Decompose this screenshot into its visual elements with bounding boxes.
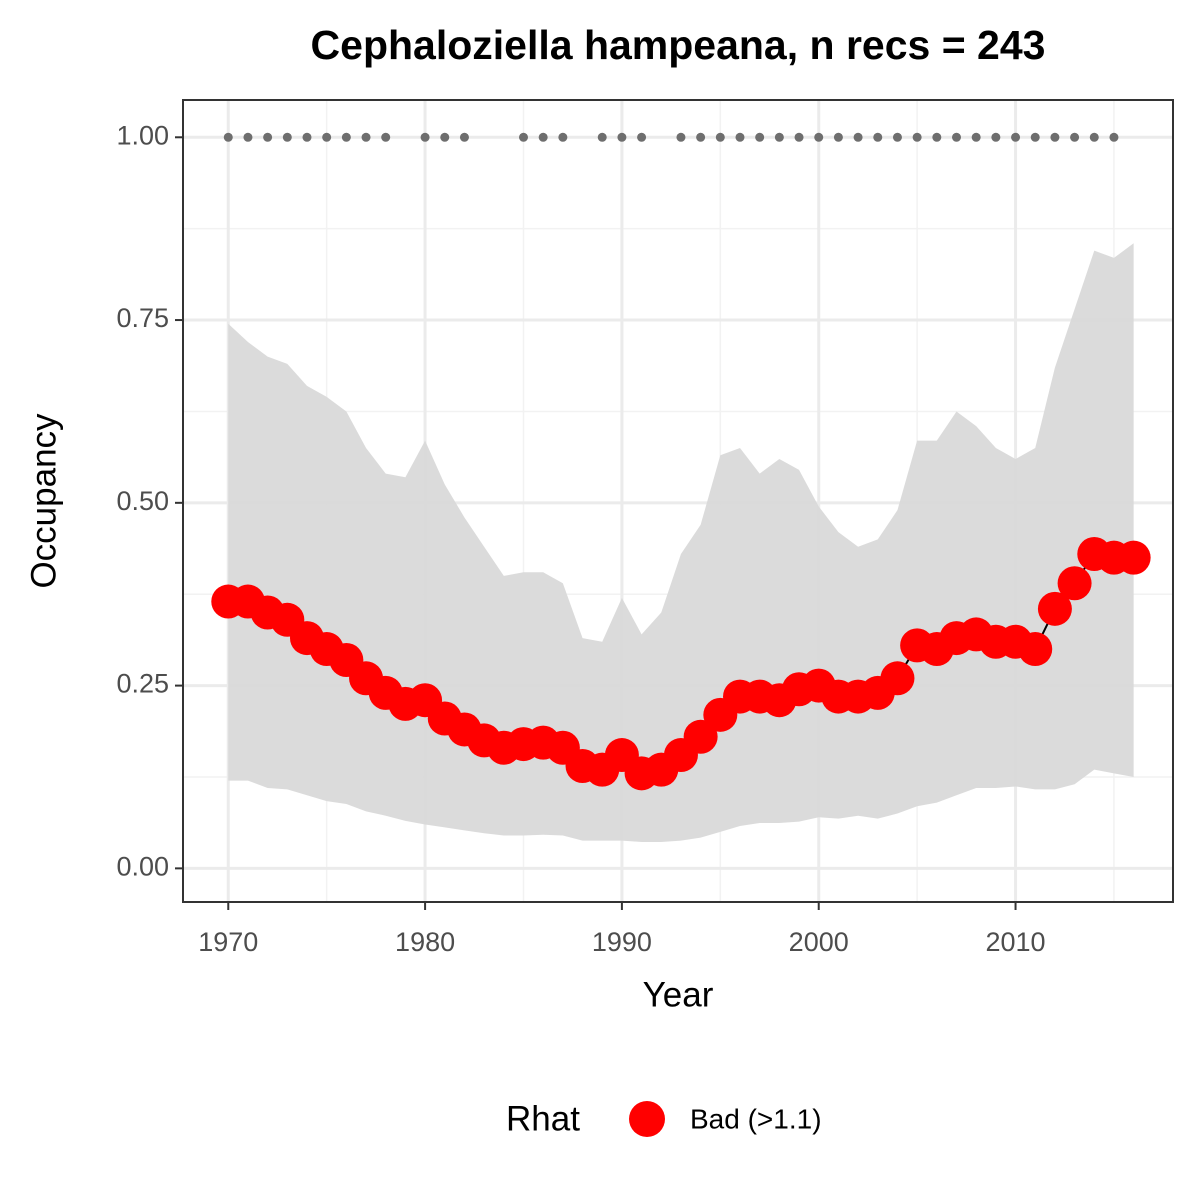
x-tick-label: 1970: [198, 927, 258, 957]
record-point: [715, 132, 725, 142]
record-point: [1089, 132, 1099, 142]
record-point: [774, 132, 784, 142]
record-point: [814, 132, 824, 142]
record-point: [459, 132, 469, 142]
record-point: [991, 132, 1001, 142]
record-point: [1011, 132, 1021, 142]
y-tick-label: 0.75: [116, 303, 169, 333]
y-tick-label: 1.00: [116, 120, 169, 150]
point: [1018, 632, 1053, 667]
point: [1057, 566, 1092, 601]
chart-title: Cephaloziella hampeana, n recs = 243: [311, 22, 1046, 68]
record-point: [538, 132, 548, 142]
record-point: [302, 132, 312, 142]
record-point: [263, 132, 273, 142]
record-point: [440, 132, 450, 142]
record-point: [420, 132, 430, 142]
x-tick-label: 1980: [395, 927, 455, 957]
record-point: [833, 132, 843, 142]
legend-label: Bad (>1.1): [690, 1103, 822, 1134]
x-tick-label: 2000: [789, 927, 849, 957]
record-point: [617, 132, 627, 142]
record-point: [518, 132, 528, 142]
y-tick-label: 0.50: [116, 486, 169, 516]
record-point: [873, 132, 883, 142]
legend-title: Rhat: [506, 1099, 580, 1138]
record-point: [282, 132, 292, 142]
x-tick-label: 2010: [986, 927, 1046, 957]
record-point: [597, 132, 607, 142]
y-tick-label: 0.25: [116, 669, 169, 699]
record-point: [341, 132, 351, 142]
record-point: [696, 132, 706, 142]
record-point: [243, 132, 253, 142]
y-tick-label: 0.00: [116, 851, 169, 881]
record-point: [558, 132, 568, 142]
record-point: [1050, 132, 1060, 142]
point: [683, 719, 718, 754]
record-point: [971, 132, 981, 142]
panel-border: [182, 99, 1174, 903]
record-point: [794, 132, 804, 142]
x-axis-title: Year: [643, 975, 714, 1014]
record-point: [951, 132, 961, 142]
record-point: [381, 132, 391, 142]
record-point: [1109, 132, 1119, 142]
record-point: [676, 132, 686, 142]
point: [1037, 591, 1072, 626]
point: [880, 661, 915, 696]
record-point: [932, 132, 942, 142]
record-point: [223, 132, 233, 142]
legend-swatch: [629, 1101, 665, 1137]
confidence-band: [228, 243, 1134, 843]
record-point: [1030, 132, 1040, 142]
y-axis-title: Occupancy: [24, 413, 63, 589]
record-point: [912, 132, 922, 142]
record-point: [735, 132, 745, 142]
record-point: [755, 132, 765, 142]
record-point: [361, 132, 371, 142]
record-point: [853, 132, 863, 142]
record-point: [637, 132, 647, 142]
point: [1116, 540, 1151, 575]
record-point: [892, 132, 902, 142]
record-point: [1070, 132, 1080, 142]
x-tick-label: 1990: [592, 927, 652, 957]
record-point: [322, 132, 332, 142]
